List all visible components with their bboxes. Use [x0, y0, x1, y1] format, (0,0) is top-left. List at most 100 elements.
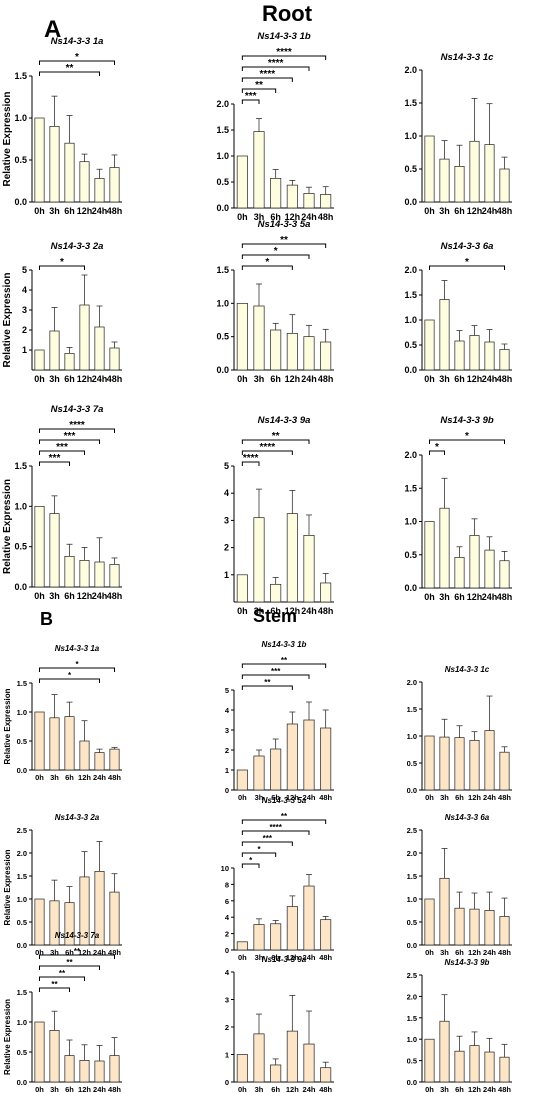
x-tick-label: 24h: [482, 206, 498, 216]
significance-label: **: [281, 812, 288, 821]
x-tick-label: 6h: [454, 374, 465, 384]
bar: [253, 131, 265, 209]
chart-panel: Ns14-3-3 1b 0.0 0.5 1.0 1.5 2.0 0h 3h 6h 12h 24h 48…: [216, 31, 334, 222]
y-axis-label: Relative Expression: [3, 688, 12, 764]
bar: [79, 560, 90, 588]
x-tick-label: 6h: [64, 374, 75, 384]
x-tick-label: 24h: [303, 953, 316, 962]
chart-panel: Ns14-3-3 9b 0.0 0.5 1.0 1.5 2.0 2.5 0h 3h 6h 12h 24…: [407, 958, 512, 1093]
x-tick-label: 3h: [440, 948, 449, 957]
significance-bracket: [39, 71, 100, 76]
x-tick-label: 48h: [498, 1085, 511, 1093]
significance-bracket: [241, 88, 277, 93]
x-tick-label: 24h: [92, 591, 108, 601]
bar: [439, 736, 450, 791]
bar: [439, 299, 450, 371]
significance-bracket: [39, 461, 70, 466]
y-tick-label: 1.5: [404, 98, 417, 108]
y-tick-label: 1.0: [17, 708, 27, 717]
bar: [236, 941, 248, 951]
x-tick-label: 48h: [107, 374, 123, 384]
significance-bracket: [241, 819, 327, 824]
significance-label: ****: [276, 47, 292, 58]
chart-panel: Ns14-3-3 6a 0.0 0.5 1.0 1.5 2.0 0h 3h 6h 12h 24h 48…: [404, 241, 512, 384]
y-tick-label: 1.0: [216, 151, 229, 161]
x-tick-label: 48h: [107, 591, 123, 601]
x-tick-label: 3h: [439, 592, 450, 602]
bar: [49, 330, 60, 371]
y-tick-label: 5: [225, 686, 229, 695]
y-tick-label: 0.0: [17, 1078, 27, 1087]
x-tick-label: 48h: [318, 606, 334, 616]
y-tick-label: 0.0: [404, 365, 417, 375]
bar: [253, 1033, 265, 1083]
x-tick-label: 48h: [108, 773, 121, 782]
significance-bracket: [429, 439, 505, 444]
y-tick-label: 1: [225, 1051, 229, 1060]
y-tick-label: 0.5: [216, 177, 229, 187]
x-tick-label: 6h: [270, 606, 281, 616]
bar: [253, 517, 265, 603]
x-tick-label: 0h: [35, 948, 44, 957]
y-tick-label: 2: [225, 930, 229, 939]
bar: [253, 755, 265, 791]
bar: [454, 1050, 465, 1083]
y-tick-label: 2.0: [407, 849, 417, 858]
bar: [34, 117, 45, 203]
bar: [499, 916, 510, 946]
chart-title: Ns14-3-3 7a: [55, 931, 100, 940]
significance-bracket: [241, 439, 310, 444]
x-tick-label: 6h: [454, 206, 465, 216]
bar: [499, 349, 510, 371]
bar: [270, 329, 282, 371]
significance-label: *: [75, 52, 79, 63]
bar: [439, 877, 450, 946]
significance-bracket: [39, 439, 100, 444]
chart-title: Ns14-3-3 1b: [262, 640, 307, 649]
bar: [454, 737, 465, 791]
x-tick-label: 12h: [78, 1085, 91, 1093]
bar: [286, 184, 298, 209]
y-tick-label: 0.5: [407, 759, 417, 768]
x-tick-label: 3h: [439, 374, 450, 384]
bar: [499, 560, 510, 589]
y-tick-label: 1.5: [17, 872, 27, 881]
y-tick-label: 1.0: [14, 113, 27, 123]
significance-label: *: [75, 660, 79, 669]
significance-label: *: [249, 856, 253, 865]
bar: [109, 1055, 120, 1083]
x-tick-label: 0h: [425, 793, 434, 802]
x-tick-label: 0h: [237, 212, 248, 222]
bar: [484, 1051, 495, 1083]
x-tick-label: 3h: [255, 1085, 264, 1093]
bar: [236, 155, 248, 209]
y-tick-label: 0.0: [216, 203, 229, 213]
x-tick-label: 48h: [318, 212, 334, 222]
x-tick-label: 48h: [498, 793, 511, 802]
bar: [34, 711, 45, 771]
section-b-title: Stem: [253, 606, 297, 626]
chart-title: Ns14-3-3 2a: [55, 813, 100, 822]
significance-bracket: [39, 965, 100, 970]
x-tick-label: 24h: [483, 1085, 496, 1093]
y-tick-label: 2.5: [17, 826, 27, 835]
y-tick-label: 0.0: [407, 1078, 417, 1087]
chart-title: Ns14-3-3 6a: [445, 813, 490, 822]
y-tick-label: 1.5: [17, 679, 27, 688]
significance-label: ****: [243, 453, 259, 464]
x-tick-label: 24h: [93, 948, 106, 957]
bar: [34, 505, 45, 588]
x-tick-label: 12h: [468, 793, 481, 802]
x-tick-label: 6h: [455, 948, 464, 957]
x-tick-label: 6h: [270, 212, 281, 222]
x-tick-label: 0h: [35, 1085, 44, 1093]
y-tick-label: 0.0: [404, 583, 417, 593]
bar: [270, 748, 282, 791]
bar: [320, 919, 332, 951]
y-tick-label: 0.0: [17, 766, 27, 775]
significance-label: *: [60, 257, 64, 268]
significance-bracket: [39, 678, 100, 683]
bar: [303, 1043, 315, 1083]
